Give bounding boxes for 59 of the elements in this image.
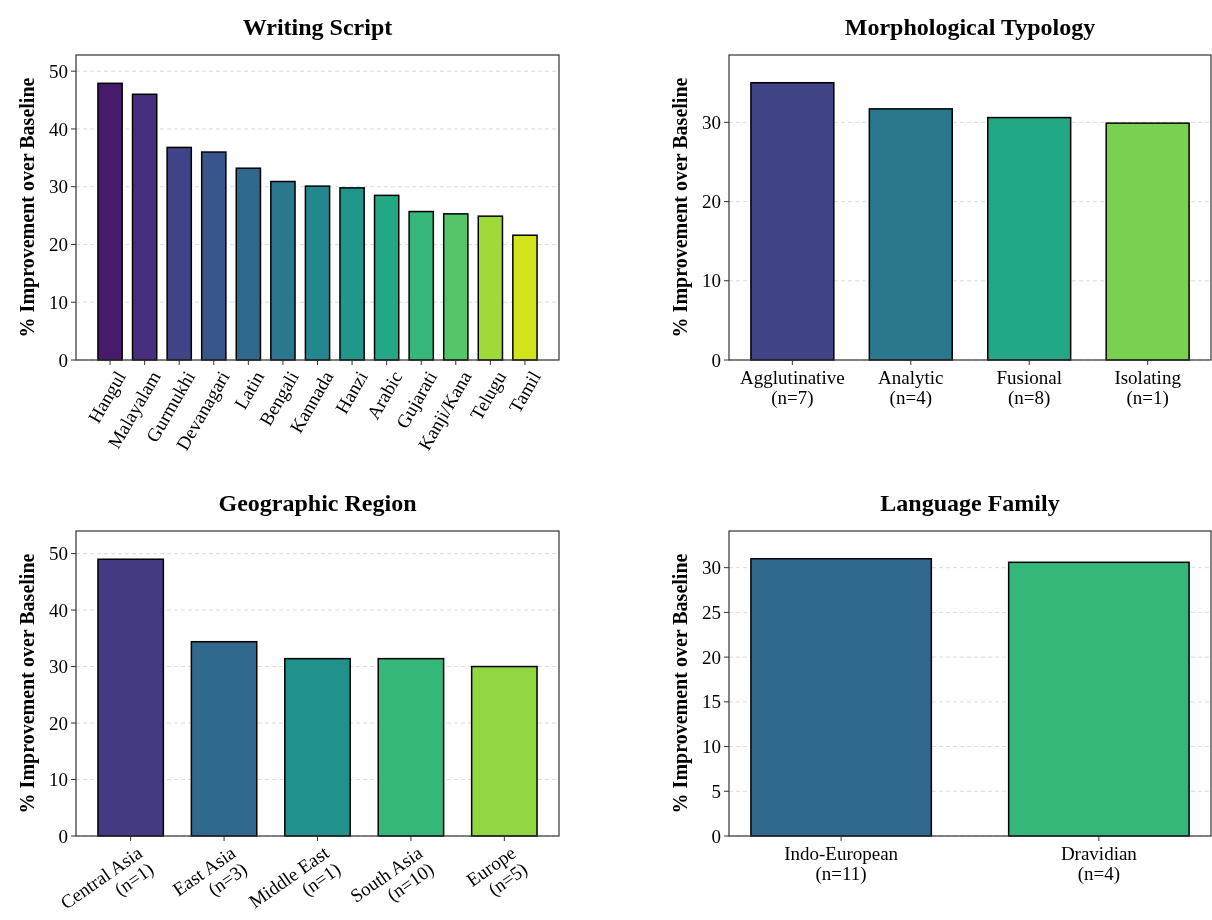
bar bbox=[339, 187, 365, 361]
y-tick-label: 0 bbox=[711, 349, 721, 371]
bar bbox=[512, 234, 538, 361]
y-tick-label: 0 bbox=[58, 825, 68, 847]
y-axis-title: % Improvement over Baseline bbox=[16, 553, 39, 814]
x-tick-label: Analytic (n=4) bbox=[878, 367, 944, 409]
y-tick-label: 30 bbox=[702, 111, 721, 133]
chart-title: Writing Script bbox=[242, 14, 393, 40]
y-tick-label: 25 bbox=[702, 602, 721, 624]
x-tick-label: Isolating (n=1) bbox=[1114, 367, 1182, 409]
y-tick-label: 20 bbox=[49, 234, 68, 256]
chart-title: Language Family bbox=[880, 490, 1060, 516]
y-tick-label: 10 bbox=[702, 270, 721, 292]
bar bbox=[131, 93, 158, 361]
x-tick-label: Dravidian (n=4) bbox=[1060, 843, 1138, 885]
x-tick-label: Fusional (n=8) bbox=[996, 367, 1062, 409]
bar bbox=[235, 167, 262, 361]
y-tick-label: 20 bbox=[49, 712, 68, 734]
x-tick-label: Indo-European (n=11) bbox=[784, 843, 899, 885]
y-axis-title: % Improvement over Baseline bbox=[669, 77, 692, 338]
bar bbox=[373, 194, 400, 361]
bar bbox=[284, 657, 351, 837]
y-tick-label: 30 bbox=[702, 557, 721, 579]
y-tick-label: 20 bbox=[702, 191, 721, 213]
bar bbox=[470, 665, 538, 837]
y-tick-label: 50 bbox=[49, 60, 68, 82]
y-tick-label: 40 bbox=[49, 599, 68, 621]
bar bbox=[97, 82, 123, 361]
y-tick-label: 10 bbox=[49, 769, 68, 791]
y-tick-label: 30 bbox=[49, 656, 68, 678]
y-tick-label: 0 bbox=[711, 825, 721, 847]
bar bbox=[97, 558, 165, 837]
bar bbox=[200, 151, 227, 361]
chart-title: Morphological Typology bbox=[844, 14, 1096, 40]
bar bbox=[750, 81, 835, 361]
bar bbox=[987, 116, 1072, 361]
y-tick-label: 0 bbox=[58, 349, 68, 371]
bar bbox=[190, 640, 258, 837]
y-tick-label: 5 bbox=[711, 780, 721, 802]
bar bbox=[477, 215, 504, 361]
bar bbox=[868, 108, 953, 361]
y-tick-label: 20 bbox=[702, 646, 721, 668]
bar bbox=[304, 185, 331, 361]
y-tick-label: 30 bbox=[49, 176, 68, 198]
chart-title: Geographic Region bbox=[218, 490, 417, 516]
bar bbox=[442, 213, 469, 361]
y-tick-label: 10 bbox=[49, 291, 68, 313]
y-tick-label: 10 bbox=[702, 736, 721, 758]
bar bbox=[408, 210, 435, 361]
bar bbox=[270, 180, 296, 361]
bar bbox=[166, 146, 193, 361]
y-axis-title: % Improvement over Baseline bbox=[669, 553, 692, 814]
y-tick-label: 50 bbox=[49, 543, 68, 565]
y-tick-label: 40 bbox=[49, 118, 68, 140]
x-tick-label: Agglutinative (n=7) bbox=[740, 367, 845, 409]
y-axis-title: % Improvement over Baseline bbox=[16, 77, 39, 338]
bar bbox=[1105, 122, 1190, 361]
y-tick-label: 15 bbox=[702, 691, 721, 713]
bar bbox=[377, 657, 445, 837]
